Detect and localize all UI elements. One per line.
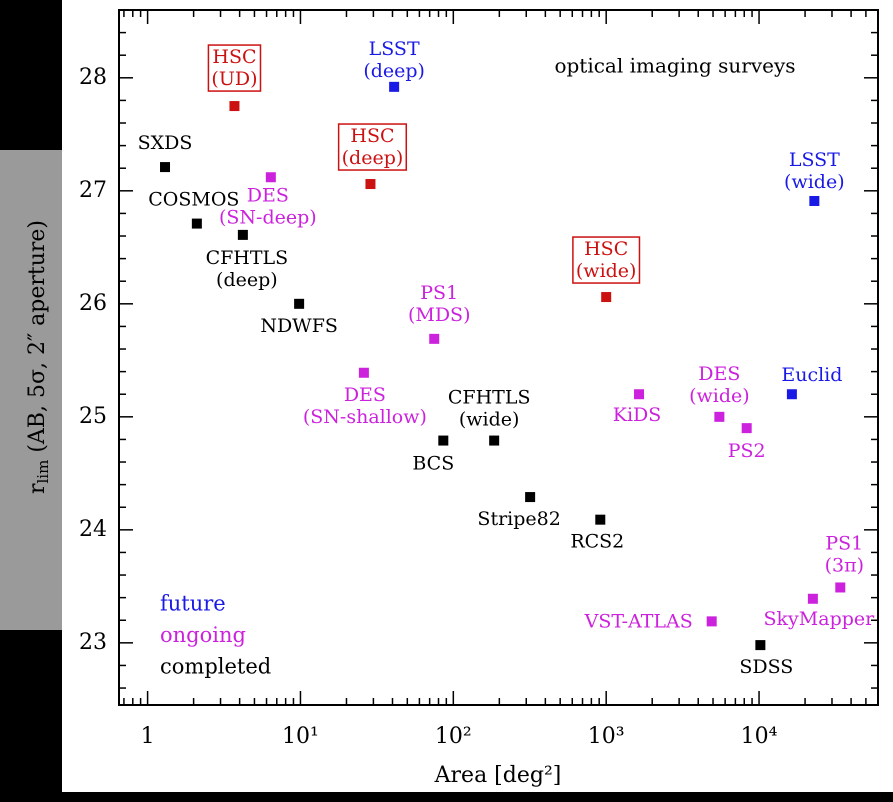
point (755, 640, 765, 650)
point-label-line: (deep) (342, 147, 404, 169)
point-label-line: HSC (350, 125, 394, 147)
point-label: SkyMapper (764, 608, 876, 630)
point (742, 423, 752, 433)
y-label-main: r (25, 483, 50, 494)
point (835, 582, 845, 592)
point-label: SDSS (739, 656, 793, 678)
point-label-line: CFHTLS (448, 387, 531, 409)
x-axis-label: Area [deg²] (434, 763, 562, 788)
point-label-line: PS1 (825, 532, 863, 554)
point (229, 101, 239, 111)
point-label-line: DES (698, 363, 740, 385)
point-label-line: Stripe82 (477, 508, 560, 530)
point-label-line: (wide) (576, 260, 637, 282)
point (634, 389, 644, 399)
point-label: NDWFS (260, 315, 338, 337)
point-label: RCS2 (570, 531, 624, 553)
point (192, 219, 202, 229)
y-tick-label: 24 (79, 517, 107, 542)
point (294, 299, 304, 309)
point-label: SXDS (138, 132, 193, 154)
point-label-line: HSC (212, 46, 256, 68)
x-tick-label: 10¹ (282, 724, 319, 749)
point (389, 82, 399, 92)
point (595, 515, 605, 525)
point-label-line: VST-ATLAS (584, 610, 693, 632)
point (160, 162, 170, 172)
point-label-line: SDSS (739, 656, 793, 678)
chart: optical imaging surveys Area [deg²] rlim… (0, 0, 893, 802)
page: optical imaging surveys Area [deg²] rlim… (0, 0, 893, 802)
y-tick-label: 25 (79, 404, 107, 429)
point (489, 436, 499, 446)
point-label-line: LSST (369, 38, 420, 60)
point-label-line: Euclid (781, 364, 842, 386)
x-tick-label: 10⁴ (741, 724, 778, 749)
point-label-line: (wide) (784, 171, 845, 193)
point-label: LSST(wide) (784, 149, 845, 193)
y-tick-label: 26 (79, 291, 107, 316)
y-axis-label: rlim (AB, 5σ, 2″ aperture) (25, 220, 52, 494)
y-label-sub: lim (34, 460, 52, 484)
x-tick-label: 1 (141, 724, 155, 749)
point-label-line: SkyMapper (764, 608, 876, 630)
annotation: optical imaging surveys (554, 54, 795, 78)
point (601, 292, 611, 302)
point-label-line: PS1 (420, 282, 458, 304)
point-label-line: CFHTLS (206, 247, 289, 269)
point-label-line: (deep) (363, 60, 425, 82)
point (707, 616, 717, 626)
point-label: CFHTLS(wide) (448, 387, 531, 431)
point-label-line: (wide) (459, 409, 520, 431)
point-label-line: RCS2 (570, 531, 624, 553)
point-label-line: SXDS (138, 132, 193, 154)
point-label-line: NDWFS (260, 315, 338, 337)
legend-entry: ongoing (160, 623, 246, 647)
point (266, 172, 276, 182)
point (787, 389, 797, 399)
point-label-line: BCS (412, 453, 454, 475)
point-label: LSST(deep) (363, 38, 425, 82)
point-label-line: (deep) (216, 269, 278, 291)
point-label: BCS (412, 453, 454, 475)
point-label-line: HSC (584, 238, 628, 260)
x-tick-label: 10³ (588, 724, 625, 749)
point-label: Euclid (781, 364, 842, 386)
point-label-line: KiDS (613, 404, 662, 426)
point (714, 412, 724, 422)
y-tick-label: 27 (79, 178, 107, 203)
point-label: PS1(3π) (825, 532, 864, 576)
point-label: HSC(UD) (208, 45, 260, 91)
point-label: KiDS (613, 404, 662, 426)
point (438, 436, 448, 446)
point-label-line: (UD) (211, 68, 257, 90)
point-label-line: (3π) (825, 554, 864, 576)
point-label-line: LSST (789, 149, 840, 171)
point (808, 594, 818, 604)
point-label-line: (MDS) (408, 304, 471, 326)
point (525, 492, 535, 502)
point-label-line: DES (247, 184, 289, 206)
point-label-line: (SN-shallow) (303, 406, 427, 428)
point-label: Stripe82 (477, 508, 560, 530)
point-label-line: PS2 (728, 440, 766, 462)
point-label-line: COSMOS (148, 189, 239, 211)
point (365, 179, 375, 189)
point (809, 196, 819, 206)
point-label: VST-ATLAS (584, 610, 693, 632)
x-tick-label: 10² (435, 724, 472, 749)
point-label: PS2 (728, 440, 766, 462)
point-label-line: (wide) (689, 385, 750, 407)
point (429, 334, 439, 344)
legend-entry: completed (160, 655, 271, 679)
y-label-rest: (AB, 5σ, 2″ aperture) (25, 220, 50, 460)
point (238, 230, 248, 240)
point-label: COSMOS (148, 189, 239, 211)
point (359, 368, 369, 378)
point-label-line: DES (344, 384, 386, 406)
point-label: CFHTLS(deep) (206, 247, 289, 291)
y-tick-label: 23 (79, 630, 107, 655)
y-tick-label: 28 (79, 65, 107, 90)
legend-entry: future (160, 592, 226, 616)
